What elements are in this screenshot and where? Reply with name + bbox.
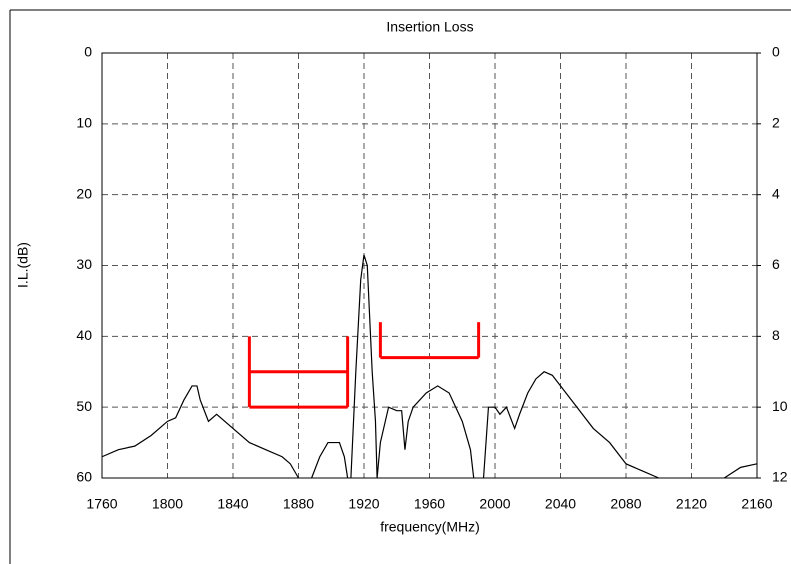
y-tick-label: 10: [76, 115, 92, 131]
x-tick-label: 2000: [479, 496, 510, 512]
y-tick-label: 30: [76, 256, 92, 272]
y-tick-label: 20: [76, 185, 92, 201]
y-tick-label: 50: [76, 398, 92, 414]
x-tick-label: 1760: [86, 496, 117, 512]
y-tick-label: 60: [76, 469, 92, 485]
y-tick-label: 0: [84, 44, 92, 60]
y2-tick-label: 6: [772, 256, 780, 272]
chart-title: Insertion Loss: [386, 19, 473, 35]
y2-tick-label: 10: [772, 398, 788, 414]
y2-tick-label: 2: [772, 115, 780, 131]
y-axis-label: I.L.(dB): [15, 242, 31, 288]
x-axis-label: frequency(MHz): [380, 519, 480, 535]
x-tick-label: 2120: [676, 496, 707, 512]
x-tick-label: 1800: [152, 496, 183, 512]
x-tick-label: 1880: [283, 496, 314, 512]
trace-line: [101, 254, 758, 479]
y2-tick-label: 8: [772, 327, 780, 343]
x-tick-label: 1920: [348, 496, 379, 512]
y2-tick-label: 12: [772, 469, 788, 485]
x-tick-label: 2160: [741, 496, 772, 512]
x-tick-label: 1840: [217, 496, 248, 512]
plot-border: [101, 52, 758, 479]
x-tick-label: 2080: [610, 496, 641, 512]
y-tick-label: 40: [76, 327, 92, 343]
y2-tick-label: 0: [772, 44, 780, 60]
x-tick-label: 2040: [545, 496, 576, 512]
x-tick-label: 1960: [414, 496, 445, 512]
y2-tick-label: 4: [772, 185, 780, 201]
